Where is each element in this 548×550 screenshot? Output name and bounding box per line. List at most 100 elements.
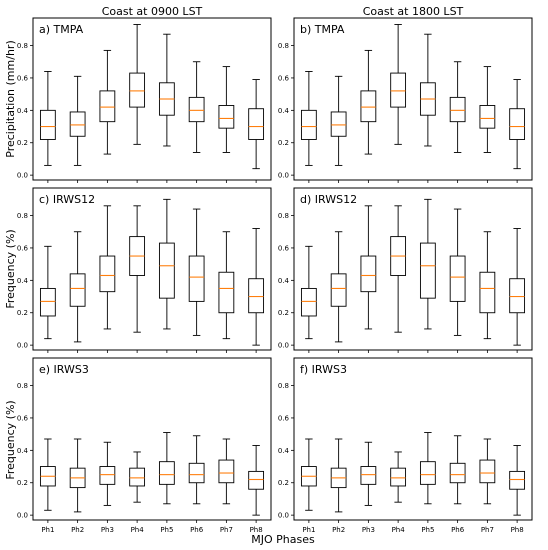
- box-Ph4: [390, 205, 407, 333]
- iqr-box: [69, 111, 86, 137]
- panel-title: f) IRWS3: [300, 363, 347, 376]
- panel-4: d) IRWS12 0.0 0.2 0.4 0.6 0.8: [278, 187, 533, 353]
- y-tick-label: 0.8: [17, 382, 28, 390]
- y-tick-label: 0.2: [17, 309, 28, 317]
- iqr-box: [509, 470, 526, 490]
- box-Ph1: [39, 245, 56, 340]
- iqr-box: [188, 255, 205, 302]
- panel-frame: [293, 357, 533, 521]
- y-tick-label: 0.8: [278, 42, 289, 50]
- y-tick-label: 0.4: [17, 447, 29, 455]
- x-tick-label: Ph1: [302, 526, 315, 534]
- box-Ph8: [248, 228, 265, 346]
- box-Ph5: [419, 432, 436, 505]
- box-Ph3: [99, 441, 116, 506]
- iqr-box: [390, 72, 407, 108]
- iqr-box: [218, 459, 235, 484]
- box-Ph7: [479, 231, 496, 340]
- box-Ph7: [479, 438, 496, 505]
- panel-2: b) TMPA 0.0 0.2 0.4 0.6 0.8: [278, 17, 533, 183]
- box-Ph6: [188, 208, 205, 336]
- y-tick-label: 0.8: [278, 382, 289, 390]
- box-Ph6: [188, 61, 205, 153]
- y-tick-label: 0.2: [278, 139, 289, 147]
- box-Ph4: [390, 451, 407, 503]
- x-axis-label: MJO Phases: [251, 533, 315, 546]
- box-Ph1: [300, 71, 317, 166]
- panel-title: d) IRWS12: [300, 193, 357, 206]
- box-Ph4: [129, 451, 146, 503]
- box-Ph2: [330, 75, 347, 166]
- box-Ph7: [479, 66, 496, 153]
- box-Ph6: [449, 208, 466, 336]
- iqr-box: [218, 271, 235, 314]
- box-Ph8: [509, 79, 526, 170]
- iqr-box: [479, 105, 496, 129]
- box-Ph2: [330, 231, 347, 343]
- box-Ph1: [39, 71, 56, 166]
- y-tick-label: 0.0: [278, 172, 289, 180]
- y-tick-label: 0.8: [17, 212, 28, 220]
- box-Ph5: [419, 198, 436, 330]
- panel-5: e) IRWS3 0.0 0.2 0.4 0.6 0.8 Ph1 Ph2 Ph3 Ph4 Ph5 Ph…: [17, 357, 272, 534]
- box-Ph8: [509, 228, 526, 346]
- box-Ph3: [99, 205, 116, 330]
- y-tick-label: 0.4: [17, 107, 29, 115]
- box-Ph4: [129, 24, 146, 145]
- box-Ph7: [218, 231, 235, 340]
- box-Ph2: [330, 438, 347, 513]
- x-tick-label: Ph8: [511, 526, 524, 534]
- iqr-box: [99, 466, 116, 485]
- box-Ph6: [449, 435, 466, 505]
- box-Ph2: [69, 75, 86, 166]
- y-tick-label: 0.4: [278, 277, 290, 285]
- panel-title: a) TMPA: [39, 23, 84, 36]
- x-tick-label: Ph8: [250, 526, 263, 534]
- iqr-box: [330, 273, 347, 307]
- box-Ph5: [158, 432, 175, 505]
- box-Ph4: [390, 24, 407, 145]
- ylabel-row-1: Precipitation (mm/hr): [4, 40, 17, 157]
- y-tick-label: 0.0: [278, 512, 289, 520]
- box-Ph8: [509, 445, 526, 516]
- y-tick-label: 0.0: [278, 342, 289, 350]
- iqr-box: [509, 108, 526, 140]
- iqr-box: [158, 461, 175, 485]
- x-tick-label: Ph5: [421, 526, 434, 534]
- box-Ph3: [99, 49, 116, 155]
- iqr-box: [99, 90, 116, 123]
- y-tick-label: 0.0: [17, 342, 28, 350]
- box-Ph3: [360, 441, 377, 506]
- iqr-box: [188, 462, 205, 484]
- y-tick-label: 0.2: [17, 139, 28, 147]
- panels-group: a) TMPA 0.0 0.2 0.4 0.6 0.8 b) TMPA 0.0 0.2 0.4 0.…: [17, 17, 533, 534]
- iqr-box: [129, 467, 146, 487]
- panel-title: e) IRWS3: [39, 363, 89, 376]
- box-Ph8: [248, 79, 265, 170]
- box-Ph7: [218, 438, 235, 505]
- x-tick-label: Ph6: [451, 526, 465, 534]
- x-tick-label: Ph6: [190, 526, 204, 534]
- iqr-box: [360, 90, 377, 123]
- iqr-box: [248, 470, 265, 490]
- iqr-box: [300, 287, 317, 317]
- y-tick-label: 0.8: [17, 42, 28, 50]
- iqr-box: [390, 467, 407, 487]
- iqr-box: [479, 459, 496, 484]
- iqr-box: [330, 111, 347, 137]
- iqr-box: [39, 109, 56, 140]
- iqr-box: [158, 242, 175, 299]
- iqr-box: [360, 466, 377, 485]
- box-Ph1: [300, 438, 317, 511]
- iqr-box: [69, 273, 86, 307]
- y-tick-label: 0.6: [17, 244, 29, 252]
- iqr-box: [39, 287, 56, 317]
- iqr-box: [419, 242, 436, 299]
- iqr-box: [449, 96, 466, 123]
- y-tick-label: 0.2: [278, 309, 289, 317]
- box-Ph2: [69, 438, 86, 513]
- iqr-box: [419, 461, 436, 485]
- box-Ph2: [69, 231, 86, 343]
- column-title-left: Coast at 0900 LST: [102, 5, 203, 18]
